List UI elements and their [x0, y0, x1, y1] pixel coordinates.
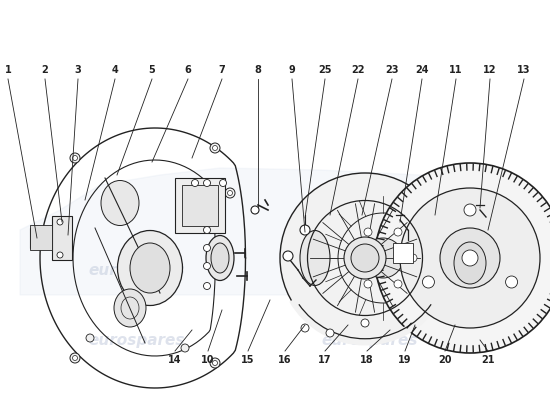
Ellipse shape: [454, 242, 486, 284]
Text: 4: 4: [112, 65, 118, 75]
Circle shape: [464, 204, 476, 216]
Ellipse shape: [344, 237, 386, 279]
Circle shape: [204, 282, 211, 290]
Text: eurospares: eurospares: [322, 332, 418, 348]
Circle shape: [394, 280, 402, 288]
Polygon shape: [52, 216, 72, 260]
Text: 2: 2: [42, 65, 48, 75]
Ellipse shape: [206, 236, 234, 280]
Text: 16: 16: [278, 355, 292, 365]
Circle shape: [70, 353, 80, 363]
Circle shape: [505, 276, 518, 288]
Text: 14: 14: [168, 355, 182, 365]
Circle shape: [422, 276, 435, 288]
Circle shape: [204, 244, 211, 252]
Circle shape: [86, 334, 94, 342]
Text: 15: 15: [241, 355, 255, 365]
Circle shape: [57, 252, 63, 258]
Circle shape: [73, 156, 78, 160]
Text: 5: 5: [148, 65, 155, 75]
Circle shape: [409, 254, 417, 262]
Circle shape: [204, 226, 211, 234]
Circle shape: [251, 206, 259, 214]
Circle shape: [364, 280, 372, 288]
Ellipse shape: [130, 243, 170, 293]
Text: 21: 21: [481, 355, 495, 365]
Circle shape: [228, 190, 233, 196]
Circle shape: [219, 180, 227, 186]
Text: 23: 23: [385, 65, 399, 75]
Text: 3: 3: [75, 65, 81, 75]
Ellipse shape: [375, 163, 550, 353]
Circle shape: [349, 254, 357, 262]
Text: 25: 25: [318, 65, 332, 75]
Circle shape: [364, 228, 372, 236]
Polygon shape: [30, 225, 52, 250]
Circle shape: [212, 146, 217, 150]
Circle shape: [57, 219, 63, 225]
Ellipse shape: [101, 180, 139, 226]
Text: 11: 11: [449, 65, 463, 75]
Circle shape: [70, 153, 80, 163]
Text: 19: 19: [398, 355, 412, 365]
Text: 1: 1: [4, 65, 12, 75]
Text: eurospares: eurospares: [89, 332, 185, 348]
Circle shape: [326, 329, 334, 337]
Polygon shape: [30, 228, 65, 248]
Circle shape: [204, 180, 211, 186]
Ellipse shape: [114, 289, 146, 327]
Text: 17: 17: [318, 355, 332, 365]
Circle shape: [181, 344, 189, 352]
Polygon shape: [175, 178, 225, 233]
Ellipse shape: [318, 193, 448, 323]
Bar: [393, 243, 413, 263]
Ellipse shape: [300, 230, 330, 286]
Text: 13: 13: [517, 65, 531, 75]
Text: 18: 18: [360, 355, 374, 365]
Ellipse shape: [400, 188, 540, 328]
Polygon shape: [20, 168, 545, 295]
Polygon shape: [182, 185, 218, 226]
Circle shape: [361, 319, 369, 327]
Circle shape: [225, 188, 235, 198]
Text: eurospares: eurospares: [89, 262, 185, 278]
Circle shape: [212, 360, 217, 366]
Ellipse shape: [211, 243, 229, 273]
Ellipse shape: [363, 238, 403, 278]
Circle shape: [283, 251, 293, 261]
Circle shape: [210, 358, 220, 368]
Ellipse shape: [118, 230, 183, 306]
Circle shape: [394, 228, 402, 236]
Ellipse shape: [280, 173, 450, 343]
Circle shape: [301, 324, 309, 332]
Ellipse shape: [351, 244, 379, 272]
Text: 7: 7: [219, 65, 225, 75]
Circle shape: [300, 225, 310, 235]
Circle shape: [73, 356, 78, 360]
Text: 9: 9: [289, 65, 295, 75]
Text: 10: 10: [201, 355, 214, 365]
Text: 12: 12: [483, 65, 497, 75]
Text: 6: 6: [185, 65, 191, 75]
Circle shape: [462, 250, 478, 266]
Text: 24: 24: [415, 65, 429, 75]
Circle shape: [204, 262, 211, 270]
Ellipse shape: [440, 228, 500, 288]
Circle shape: [210, 143, 220, 153]
Text: eurospares: eurospares: [322, 262, 418, 278]
Circle shape: [191, 180, 199, 186]
Text: 8: 8: [255, 65, 261, 75]
Text: 22: 22: [351, 65, 365, 75]
Text: 20: 20: [438, 355, 452, 365]
